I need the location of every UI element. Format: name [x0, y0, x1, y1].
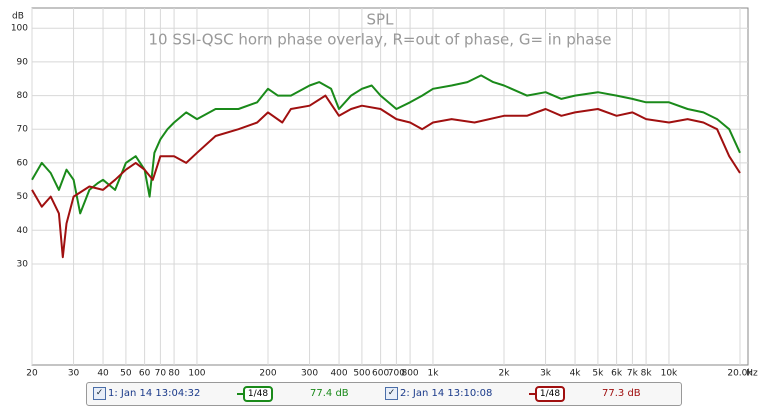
smoothing-button[interactable]: 1/48	[243, 386, 273, 402]
x-tick-label: 500	[353, 369, 370, 379]
x-tick-label: 600	[372, 369, 389, 379]
x-tick-label: 300	[301, 369, 318, 379]
x-tick-label: 40	[97, 369, 109, 379]
chart-title: SPL	[367, 11, 395, 29]
x-tick-label: 100	[188, 369, 205, 379]
x-tick-label: 60	[139, 369, 151, 379]
x-tick-label: 70	[155, 369, 167, 379]
level-value: 77.4 dB	[310, 388, 349, 399]
legend-entry: 1: Jan 14 13:04:32	[108, 388, 201, 399]
x-tick-label: 400	[330, 369, 347, 379]
x-tick-label: 30	[68, 369, 80, 379]
legend-checkbox[interactable]: ✓	[385, 387, 398, 400]
y-tick-label: 30	[17, 259, 29, 269]
x-tick-label: 700	[388, 369, 405, 379]
y-tick-label: 80	[17, 91, 29, 101]
legend-entry: 2: Jan 14 13:10:08	[400, 388, 493, 399]
x-tick-label: 8k	[641, 369, 653, 379]
smoothing-button[interactable]: 1/48	[535, 386, 565, 402]
y-tick-label: 60	[17, 158, 29, 168]
x-tick-label: 5k	[592, 369, 604, 379]
y-axis-label: dB	[12, 12, 24, 22]
x-tick-label: 1k	[427, 369, 439, 379]
series-line	[31, 94, 741, 259]
x-tick-label: 3k	[540, 369, 552, 379]
x-tick-label: 10k	[661, 369, 678, 379]
x-axis-label: Hz	[746, 369, 758, 379]
y-tick-label: 100	[11, 24, 28, 34]
legend: ✓ 1: Jan 14 13:04:32 1/48 77.4 dB ✓ 2: Jan 14…	[86, 382, 682, 406]
y-tick-label: 70	[17, 125, 29, 135]
legend-checkbox[interactable]: ✓	[93, 387, 106, 400]
y-tick-label: 40	[17, 226, 29, 236]
level-value: 77.3 dB	[602, 388, 641, 399]
x-tick-label: 50	[120, 369, 132, 379]
chart: dB Hz SPL 10 SSI-QSC horn phase overlay,…	[11, 7, 758, 379]
y-tick-label: 90	[17, 57, 29, 67]
x-tick-label: 800	[401, 369, 418, 379]
x-tick-label: 2k	[499, 369, 511, 379]
x-tick-label: 4k	[570, 369, 582, 379]
y-tick-label: 50	[17, 192, 29, 202]
x-tick-label: 200	[259, 369, 276, 379]
x-tick-label: 20	[26, 369, 38, 379]
chart-subtitle: 10 SSI-QSC horn phase overlay, R=out of …	[149, 31, 612, 49]
x-tick-label: 7k	[627, 369, 639, 379]
x-tick-label: 80	[168, 369, 180, 379]
x-tick-label: 20.0k	[727, 369, 753, 379]
x-tick-label: 6k	[611, 369, 623, 379]
grid	[31, 8, 748, 365]
